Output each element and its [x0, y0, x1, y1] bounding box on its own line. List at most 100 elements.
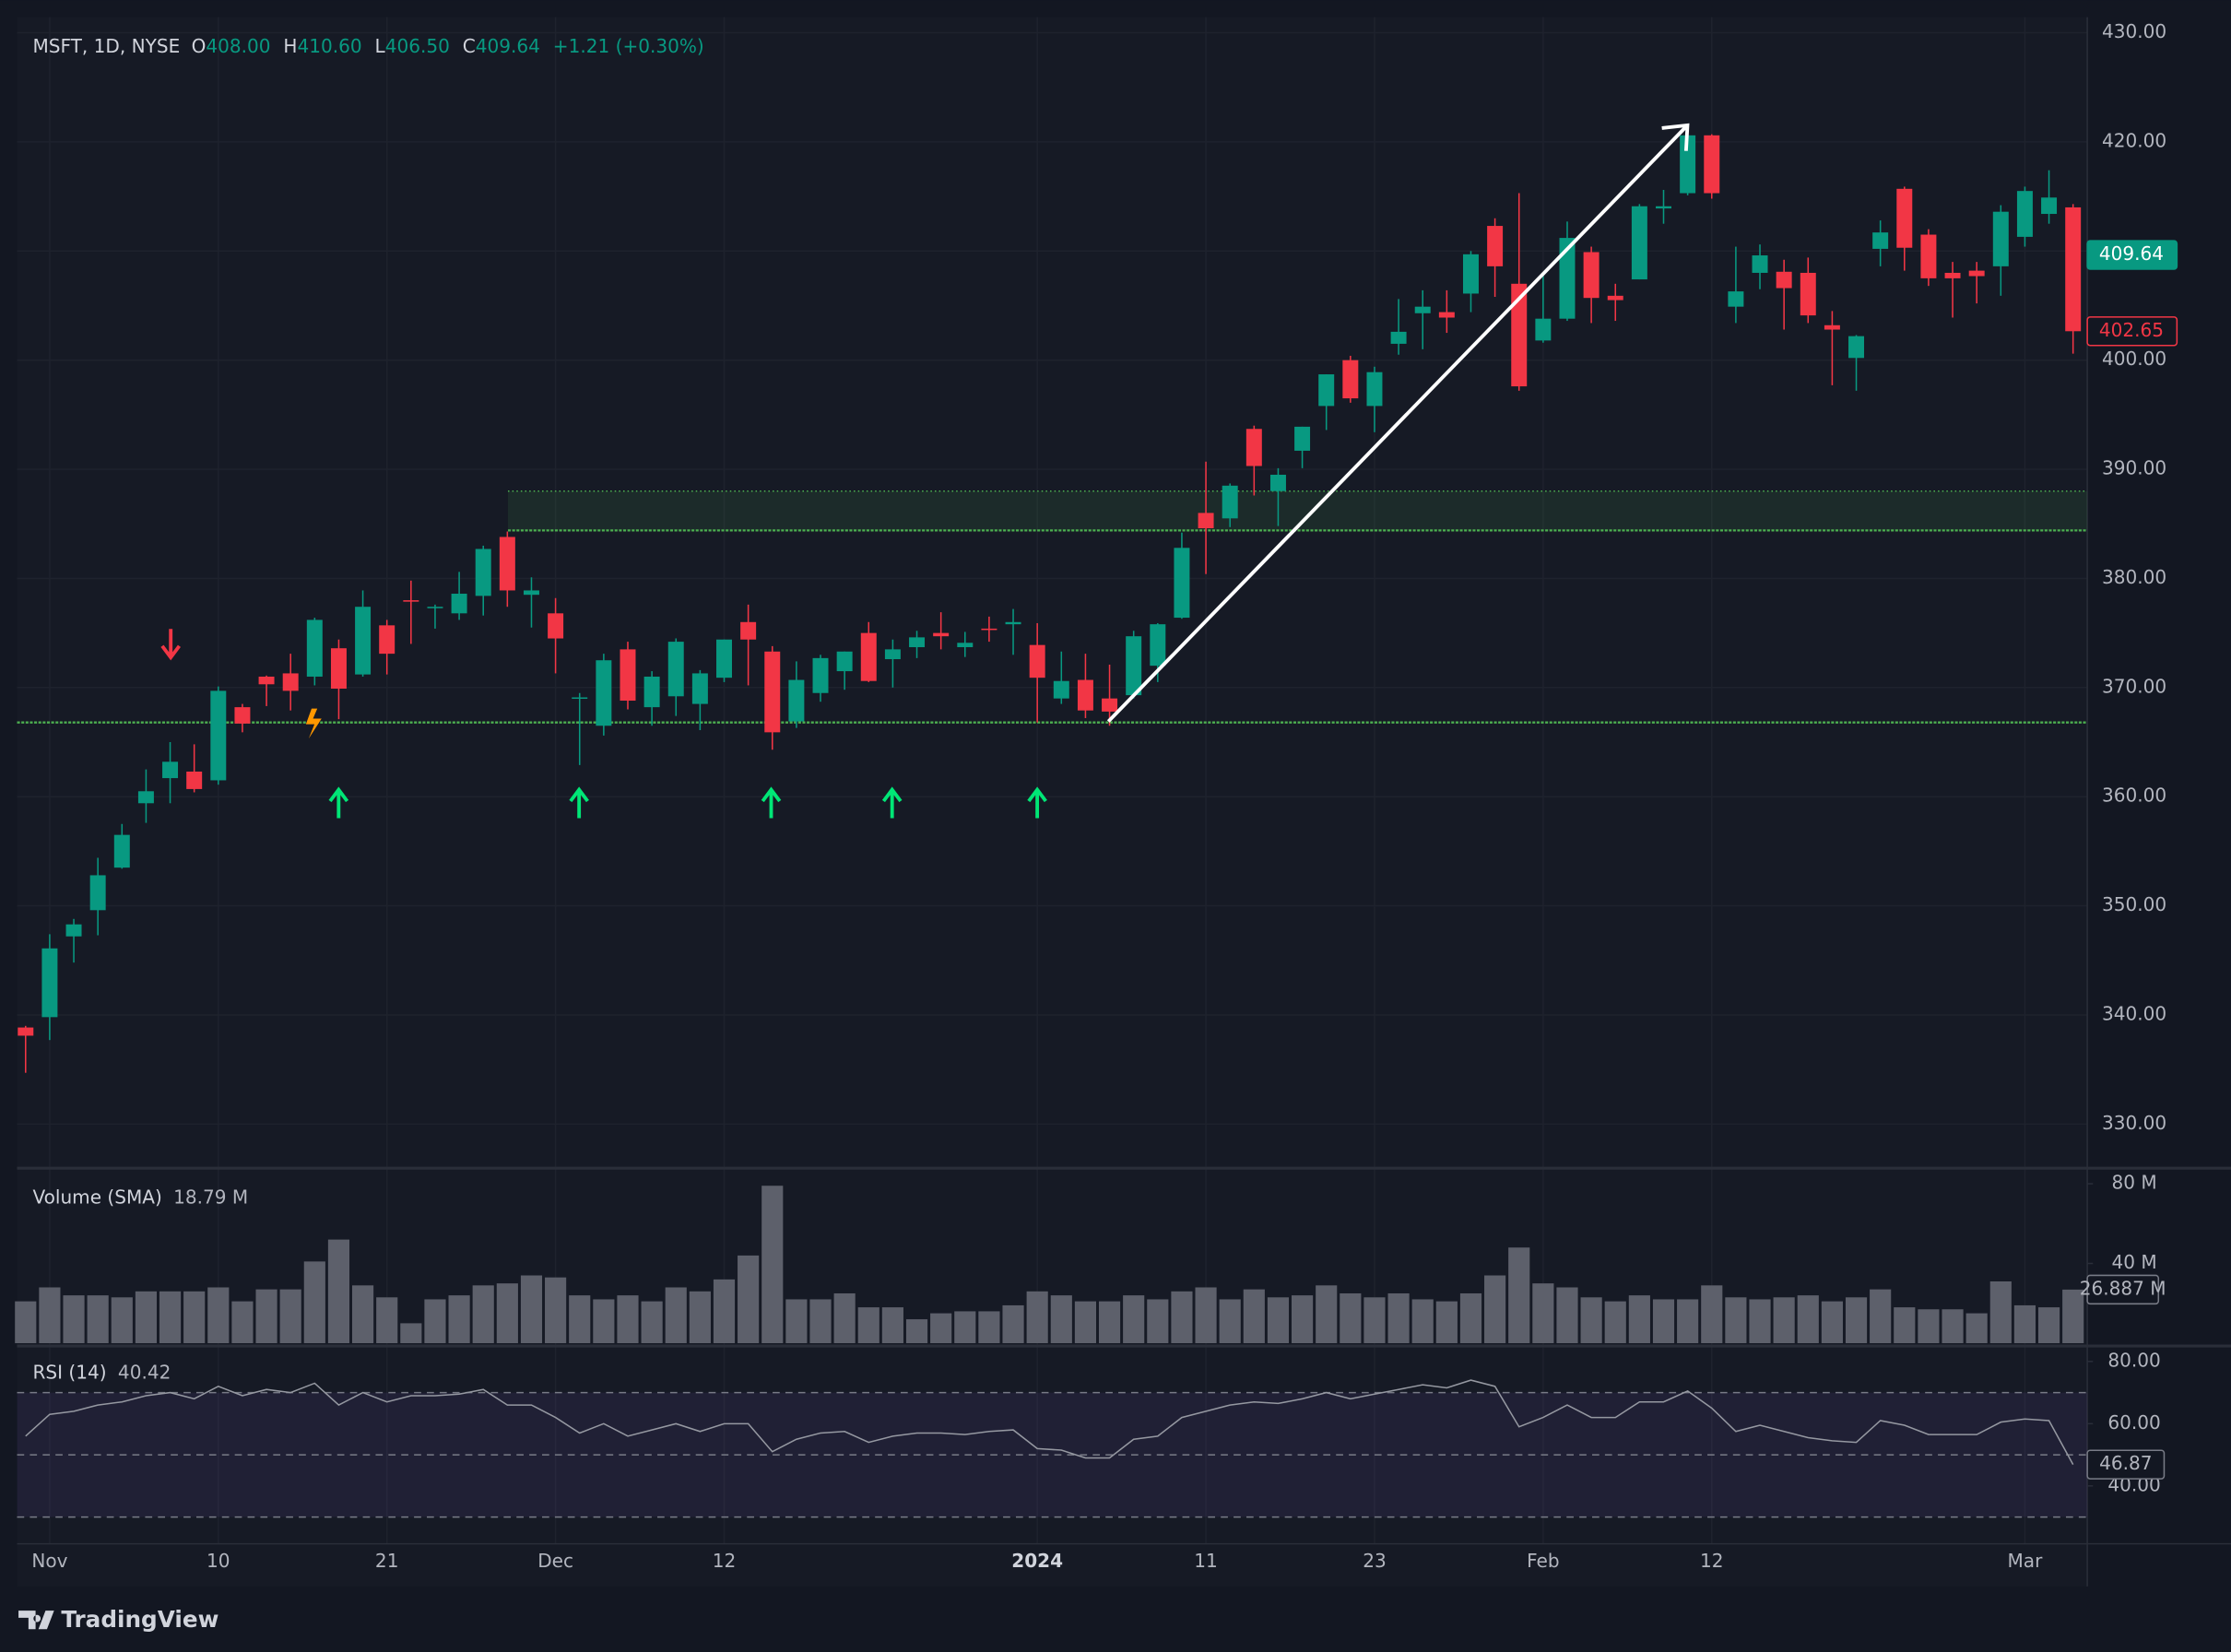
- volume-bar: [1508, 1247, 1530, 1344]
- y-tick-label: 380.00: [2102, 566, 2166, 588]
- volume-bar: [1316, 1285, 1338, 1344]
- volume-bar: [1989, 1280, 2012, 1344]
- y-tick-label: 80 M: [2111, 1172, 2156, 1194]
- x-tick-label: 12: [1700, 1550, 1724, 1572]
- volume-bar: [1074, 1301, 1097, 1344]
- candle-body: [2016, 191, 2033, 237]
- pane-title-name: RSI (14): [32, 1361, 106, 1383]
- volume-bar: [689, 1291, 711, 1344]
- volume-bar: [713, 1279, 736, 1344]
- trend-arrow: [1106, 123, 1690, 723]
- candle-body: [1752, 255, 1768, 273]
- candle-body: [306, 620, 323, 677]
- price-tag: [2086, 240, 2178, 270]
- candle-body: [1607, 295, 1623, 301]
- candle-body: [1366, 372, 1383, 407]
- candle-body: [1583, 252, 1599, 299]
- candle-body: [1631, 206, 1647, 280]
- volume-bar: [111, 1297, 133, 1344]
- candle-body: [643, 676, 660, 708]
- x-tick-label: 2024: [1011, 1550, 1063, 1572]
- candle-body: [282, 673, 299, 691]
- candle-body: [548, 613, 564, 639]
- volume-bar: [1749, 1299, 1771, 1344]
- x-tick-label: Nov: [31, 1550, 67, 1572]
- volume-bar: [1556, 1287, 1578, 1344]
- volume-bar: [978, 1311, 1000, 1344]
- logo-icon: [18, 1611, 54, 1630]
- candle-body: [691, 673, 708, 704]
- branding: TradingView: [61, 1606, 218, 1633]
- candle-body: [1968, 270, 1985, 277]
- candle-body: [1920, 234, 1937, 278]
- volume-bar: [183, 1291, 206, 1344]
- candle-body: [1053, 680, 1069, 699]
- candle-body: [113, 834, 130, 868]
- candle-body: [812, 657, 829, 693]
- volume-bar: [833, 1292, 856, 1344]
- candle-body: [1487, 226, 1504, 266]
- candle-body: [1005, 621, 1021, 625]
- up-arrow: [881, 786, 903, 819]
- volume-bar: [255, 1289, 277, 1344]
- x-tick-label: 21: [375, 1550, 399, 1572]
- volume-bar: [857, 1307, 879, 1344]
- candle-body: [2041, 197, 2058, 215]
- legend-key: O: [192, 35, 207, 57]
- candle-body: [1872, 232, 1889, 249]
- volume-bar: [1532, 1283, 1554, 1344]
- volume-bar: [1243, 1289, 1265, 1344]
- candle-body: [210, 690, 227, 781]
- volume-bar: [545, 1277, 567, 1344]
- candle-body: [572, 697, 588, 700]
- candle-body: [1029, 644, 1045, 678]
- rsi-tag-label: 46.87: [2099, 1452, 2152, 1474]
- up-arrow: [1027, 786, 1047, 819]
- candle-body: [1245, 429, 1262, 466]
- volume-bar: [1604, 1301, 1626, 1344]
- candle-body: [137, 791, 154, 804]
- volume-bar: [881, 1307, 903, 1344]
- y-tick-label: 430.00: [2102, 20, 2166, 42]
- x-tick-label: 10: [207, 1550, 230, 1572]
- pane-title-value: 40.42: [118, 1361, 171, 1383]
- price-tag-label: 402.65: [2099, 319, 2164, 341]
- candle-body: [596, 660, 612, 726]
- candle-body: [836, 651, 853, 672]
- volume-bar: [207, 1287, 230, 1344]
- rsi-tag: [2086, 1449, 2166, 1480]
- volume-bar: [1580, 1297, 1602, 1344]
- legend-value: 408.00: [206, 35, 270, 57]
- volume-bar: [1965, 1313, 1988, 1344]
- plot-background: [17, 17, 2088, 1587]
- candle-body: [1776, 271, 1792, 289]
- volume-bar: [761, 1186, 784, 1344]
- volume-bar: [2013, 1304, 2036, 1344]
- x-tick-label: Feb: [1527, 1550, 1560, 1572]
- price-tag: [2086, 316, 2178, 347]
- pane-title: RSI (14) 40.42: [32, 1361, 171, 1383]
- volume-bar: [1267, 1297, 1290, 1344]
- candle-body: [355, 607, 372, 675]
- candle-body: [1318, 374, 1335, 407]
- volume-bar: [1026, 1291, 1048, 1344]
- candle-body: [2065, 206, 2082, 332]
- volume-bar: [1821, 1301, 1843, 1344]
- marks: Nov 10 21 Dec 12 2024 11 23 Feb 12 Mar 430.00 420.00…: [15, 20, 2178, 1572]
- candle-body: [1269, 474, 1286, 491]
- volume-bar: [1484, 1275, 1506, 1344]
- volume-bar: [2062, 1289, 2084, 1344]
- volume-bar: [1147, 1299, 1169, 1344]
- lightning-icon: [305, 708, 322, 739]
- volume-bar: [39, 1287, 61, 1344]
- candle-body: [1896, 188, 1913, 248]
- candle-body: [1992, 211, 2009, 266]
- candle-body: [788, 679, 805, 722]
- y-tick-label: 330.00: [2102, 1112, 2166, 1134]
- volume-bar: [472, 1285, 494, 1344]
- volume-bar: [1050, 1295, 1072, 1344]
- candle-body: [860, 632, 877, 681]
- candle-body: [162, 761, 179, 779]
- volume-bar: [1845, 1297, 1868, 1344]
